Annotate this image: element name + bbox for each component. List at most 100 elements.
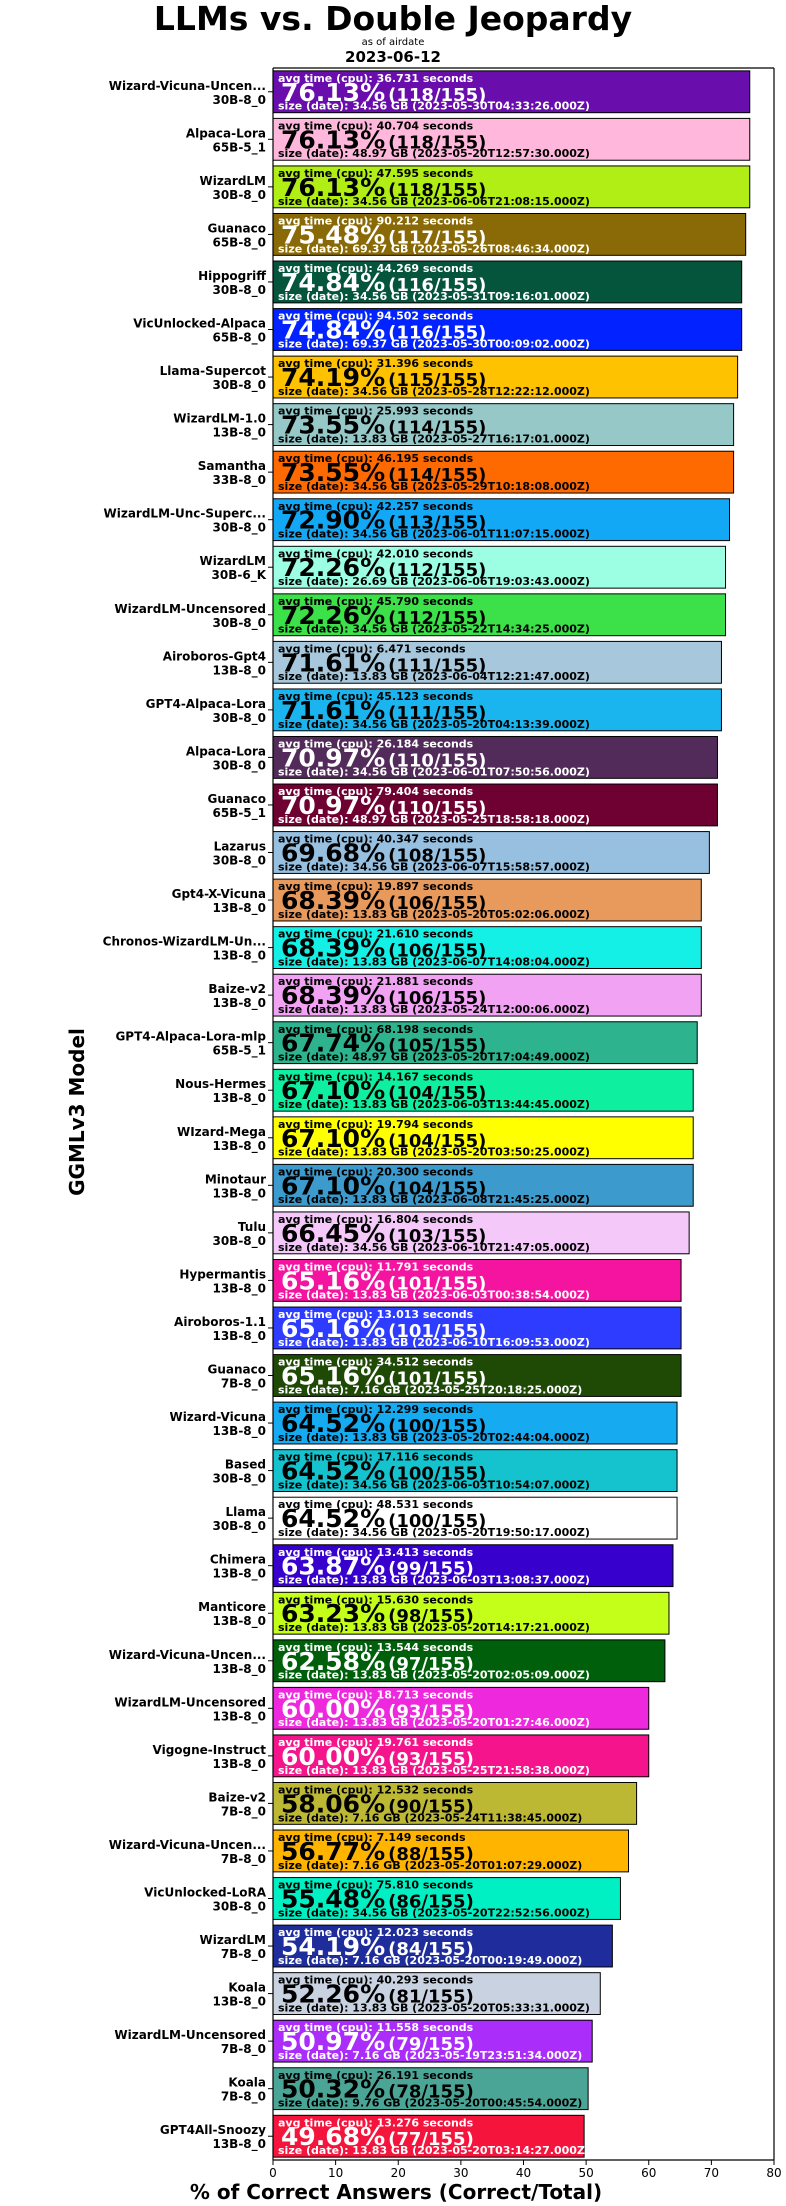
y-tick-label-name: VicUnlocked-LoRA xyxy=(144,1886,267,1900)
x-tick-label: 30 xyxy=(453,2166,468,2180)
y-tick-label-quant: 13B-8_0 xyxy=(212,996,266,1011)
bar-size-label: size (date): 7.16 GB (2023-05-19T23:51:3… xyxy=(278,2049,582,2062)
bar-correct-label: (108/155) xyxy=(388,846,486,867)
bar-correct-label: (111/155) xyxy=(388,655,486,676)
bar-correct-label: (116/155) xyxy=(388,275,486,296)
bar-time-label: avg time (cpu): 7.149 seconds xyxy=(278,1831,466,1844)
bar-time-label: avg time (cpu): 6.471 seconds xyxy=(278,642,466,655)
bar-size-label: size (date): 7.16 GB (2023-05-20T01:07:2… xyxy=(278,1859,582,1872)
bar-correct-label: (106/155) xyxy=(388,941,486,962)
y-tick-labels: Wizard-Vicuna-Uncen... 30B-8_0 Alpaca-Lora… xyxy=(103,79,273,2152)
y-tick-label-quant: 13B-8_0 xyxy=(212,1567,266,1582)
bar xyxy=(272,688,722,732)
bar xyxy=(272,355,739,399)
bar-correct-label: (112/155) xyxy=(388,608,486,629)
bar-time-label: avg time (cpu): 18.713 seconds xyxy=(278,1688,474,1701)
bar-size-label: size (date): 13.83 GB (2023-06-03T13:08:… xyxy=(278,1574,590,1587)
bar-correct-label: (110/155) xyxy=(388,750,486,771)
bar-value-label: 71.61% (111/155) xyxy=(281,648,486,677)
bar-size-label: size (date): 34.56 GB (2023-06-01T07:50:… xyxy=(278,765,590,778)
y-tick-label-quant: 65B-5_1 xyxy=(212,140,266,155)
y-tick-label-name: Nous-Hermes xyxy=(175,1077,266,1091)
bar xyxy=(272,545,727,589)
bar-correct-label: (93/155) xyxy=(388,1701,474,1722)
x-tick-label: 20 xyxy=(391,2166,406,2180)
y-tick-label-name: Alpaca-Lora xyxy=(186,126,266,140)
bar-value-label: 67.10% (104/155) xyxy=(281,1076,486,1105)
bar-time-label: avg time (cpu): 75.810 seconds xyxy=(278,1879,474,1892)
bar-time-label: avg time (cpu): 20.300 seconds xyxy=(278,1165,474,1178)
bar-correct-label: (78/155) xyxy=(388,2082,474,2103)
y-tick-label-quant: 13B-8_0 xyxy=(212,1614,266,1629)
bar-time-label: avg time (cpu): 94.502 seconds xyxy=(278,310,474,323)
x-tick-label: 70 xyxy=(704,2166,719,2180)
bar-correct-label: (101/155) xyxy=(388,1369,486,1390)
bar-correct-label: (86/155) xyxy=(388,1892,474,1913)
y-tick-label-quant: 13B-8_0 xyxy=(212,1995,266,2010)
y-tick-label-quant: 13B-8_0 xyxy=(212,1186,266,1201)
y-tick-label-name: Guanaco xyxy=(208,221,267,235)
bar-correct-label: (98/155) xyxy=(388,1606,474,1627)
bar-size-label: size (date): 34.56 GB (2023-06-03T10:54:… xyxy=(278,1479,590,1492)
y-tick-label-name: Koala xyxy=(228,2076,266,2090)
bar-size-label: size (date): 13.83 GB (2023-05-24T12:00:… xyxy=(278,1003,590,1016)
bar xyxy=(272,878,702,922)
bar xyxy=(272,1781,638,1825)
bar-correct-label: (117/155) xyxy=(388,227,486,248)
y-tick-label-quant: 13B-8_0 xyxy=(212,1662,266,1677)
bar xyxy=(272,1401,678,1445)
bar xyxy=(272,1734,650,1778)
bar-size-label: size (date): 34.56 GB (2023-05-30T04:33:… xyxy=(278,100,590,113)
bar xyxy=(272,1306,682,1350)
y-tick-label-name: Alpaca-Lora xyxy=(186,744,266,758)
y-tick-label-quant: 30B-8_0 xyxy=(212,283,266,298)
y-tick-label-name: Guanaco xyxy=(208,792,267,806)
y-tick-label-quant: 30B-8_0 xyxy=(212,854,266,869)
y-tick-label-name: Hypermantis xyxy=(179,1267,266,1281)
y-tick-label-quant: 30B-8_0 xyxy=(212,1900,266,1915)
y-tick-label-quant: 65B-8_0 xyxy=(212,331,266,346)
y-tick-label-name: Wizard-Vicuna-Uncen... xyxy=(109,1838,266,1852)
bar-size-label: size (date): 34.56 GB (2023-05-20T04:13:… xyxy=(278,718,590,731)
bar-value-label: 68.39% (106/155) xyxy=(281,981,486,1010)
bar-size-label: size (date): 13.83 GB (2023-05-20T14:17:… xyxy=(278,1621,590,1634)
bar-size-label: size (date): 13.83 GB (2023-06-07T14:08:… xyxy=(278,956,590,969)
x-tick-label: 10 xyxy=(328,2166,343,2180)
y-tick-label-quant: 13B-8_0 xyxy=(212,1281,266,1296)
bar xyxy=(272,1211,690,1255)
bar-time-label: avg time (cpu): 46.195 seconds xyxy=(278,452,474,465)
bar xyxy=(272,498,731,542)
y-tick-label-name: Minotaur xyxy=(205,1172,266,1186)
x-tick-label: 50 xyxy=(578,2166,593,2180)
y-tick-label-quant: 13B-8_0 xyxy=(212,1139,266,1154)
x-axis-label: % of Correct Answers (Correct/Total) xyxy=(190,2180,602,2204)
chart-subtitle-small: as of airdate xyxy=(362,37,425,48)
bar-correct-label: (105/155) xyxy=(388,1036,486,1057)
y-tick-label-quant: 30B-8_0 xyxy=(212,521,266,536)
y-tick-label-name: Samantha xyxy=(198,459,266,473)
bar-correct-label: (77/155) xyxy=(388,2129,474,2150)
bar-time-label: avg time (cpu): 42.257 seconds xyxy=(278,500,474,513)
y-tick-label-quant: 7B-8_0 xyxy=(221,2090,266,2105)
bar-value-label: 64.52% (100/155) xyxy=(281,1504,486,1533)
y-tick-label-name: Wizard-Vicuna-Uncen... xyxy=(109,79,266,93)
bar xyxy=(272,1116,694,1160)
bar-size-label: size (date): 7.16 GB (2023-05-25T20:18:2… xyxy=(278,1383,582,1396)
bar-size-label: size (date): 34.56 GB (2023-05-31T09:16:… xyxy=(278,290,590,303)
bar-correct-label: (111/155) xyxy=(388,703,486,724)
